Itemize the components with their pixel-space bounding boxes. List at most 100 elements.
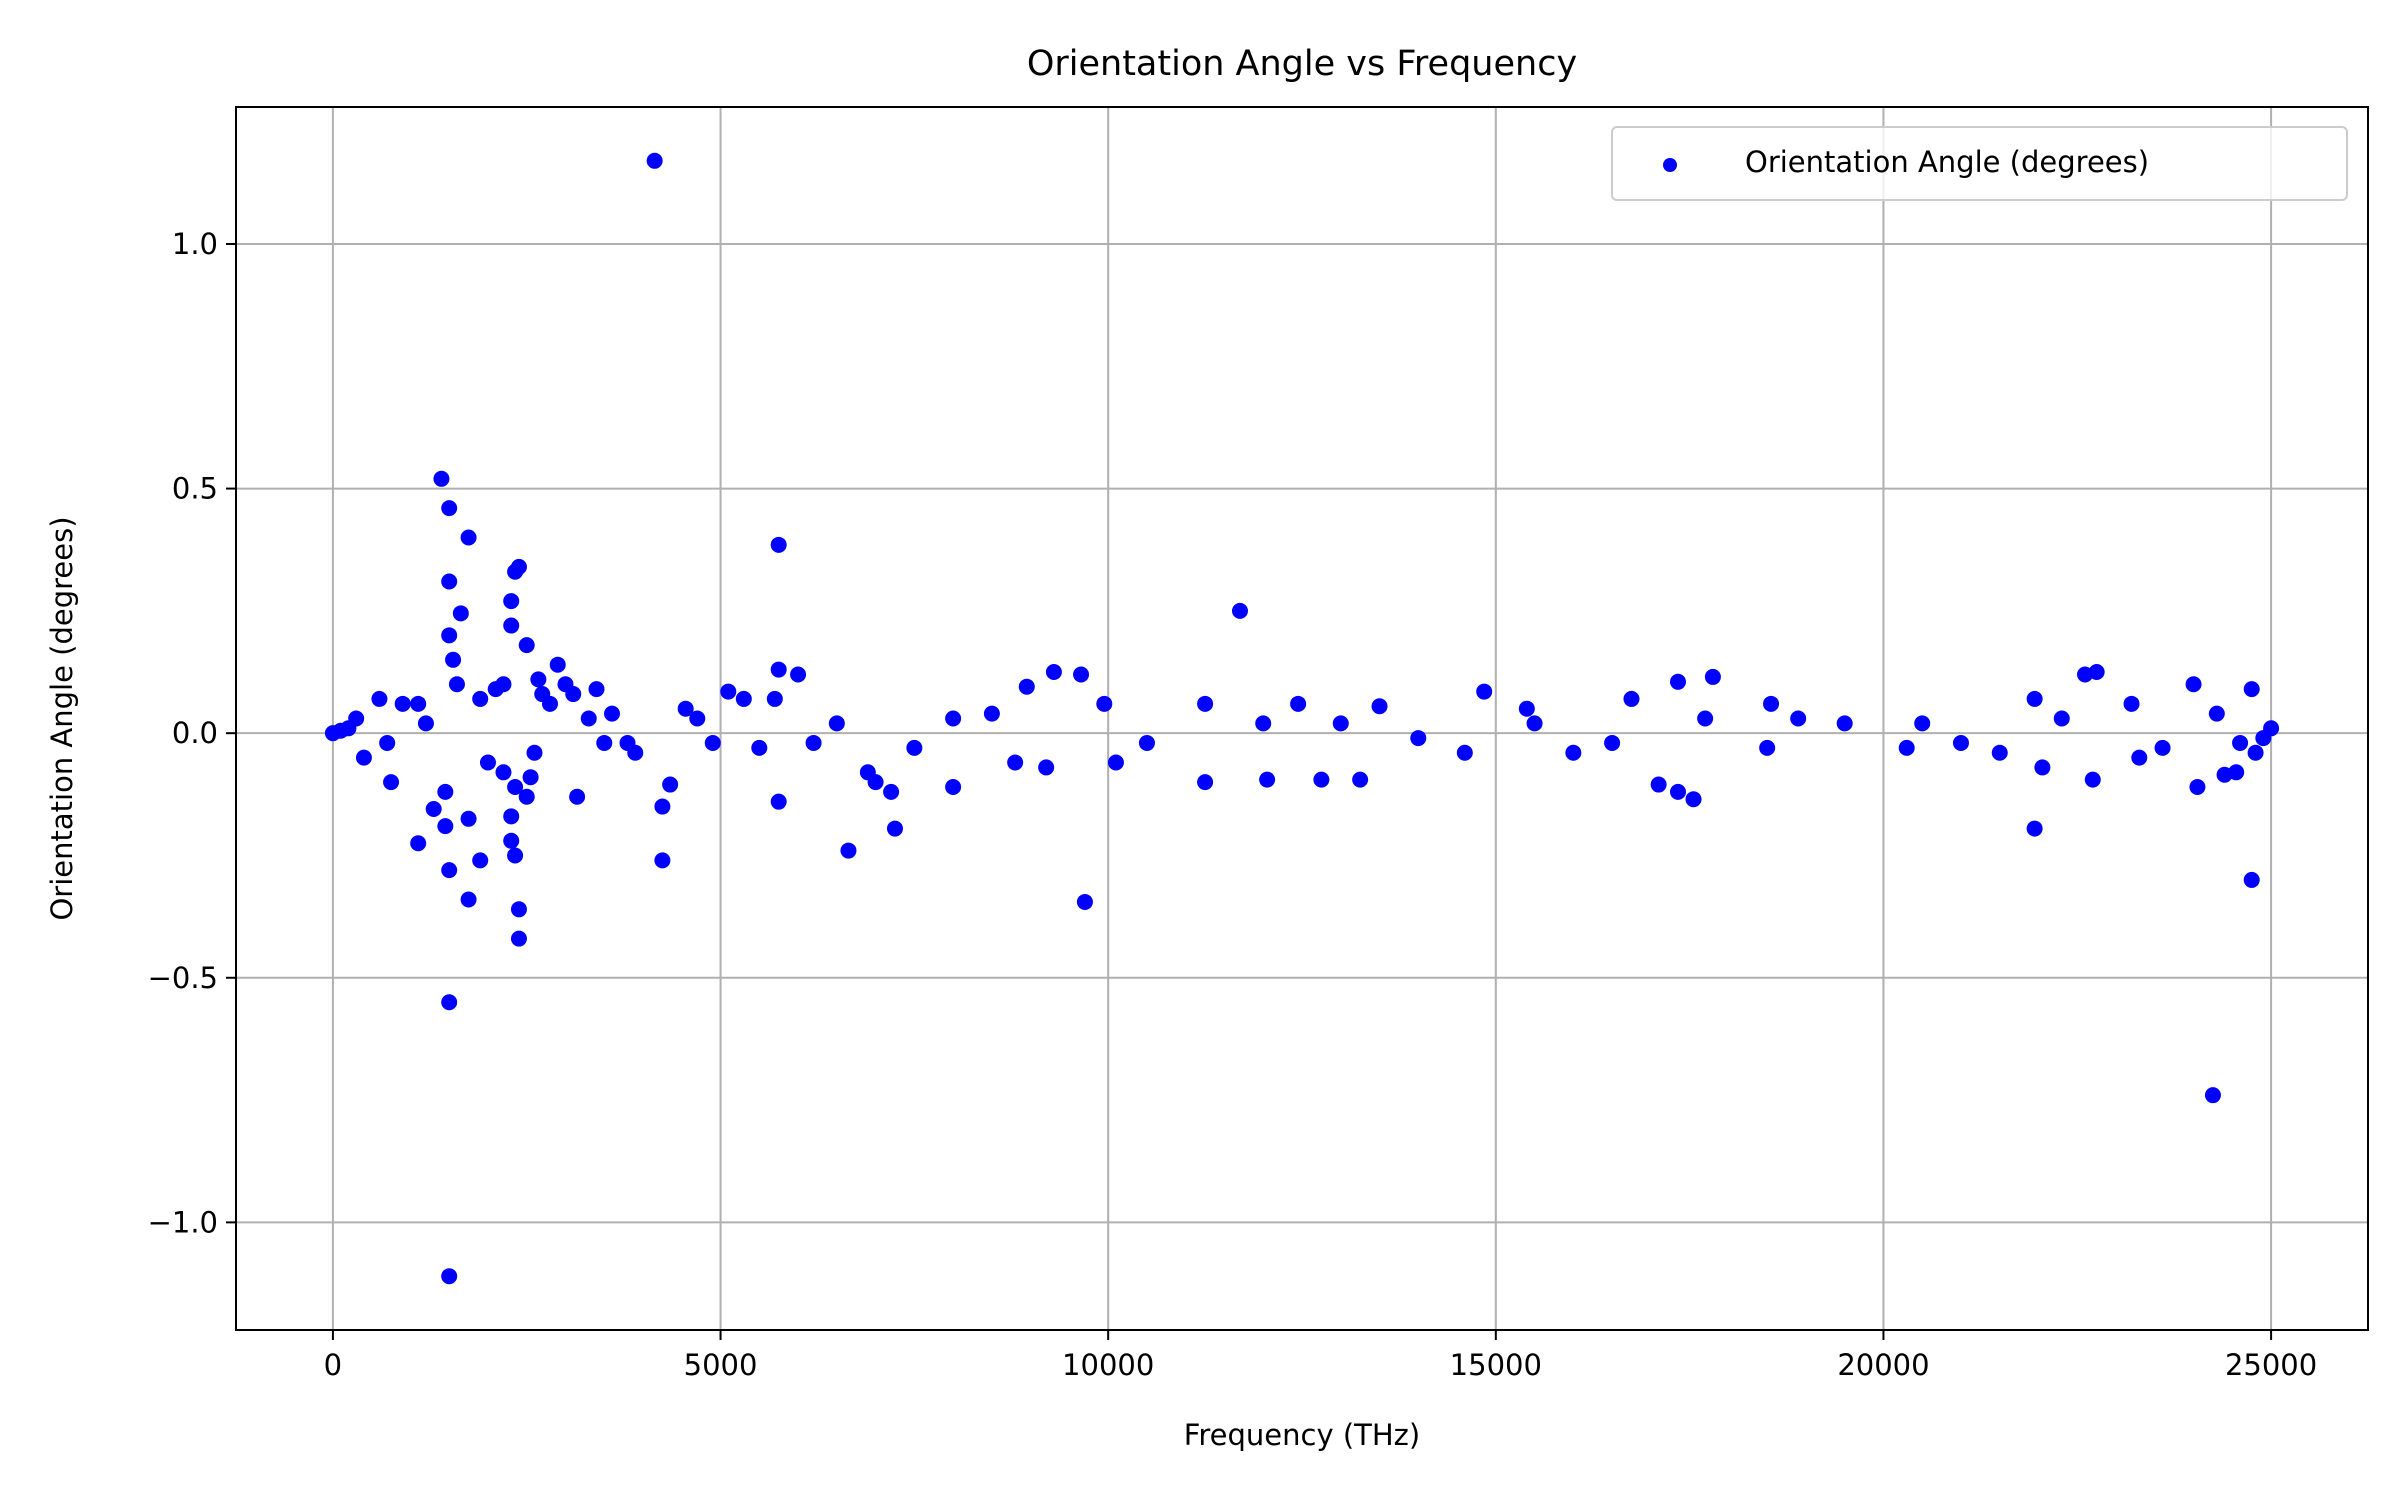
data-point — [441, 994, 458, 1011]
legend-label: Orientation Angle (degrees) — [1745, 145, 2149, 179]
y-axis-ticks: −1.0 −0.5 0.0 0.5 1.0 — [148, 227, 236, 1239]
data-point — [1045, 664, 1062, 681]
data-point — [472, 852, 489, 869]
data-point — [1670, 673, 1687, 690]
data-point — [1604, 734, 1621, 751]
data-point — [437, 783, 454, 800]
data-point — [510, 901, 527, 918]
plot-frame — [235, 106, 2369, 1331]
x-axis-ticks: 0 5000 10000 15000 20000 25000 — [324, 1330, 2317, 1382]
data-point — [1991, 744, 2008, 761]
data-point — [503, 593, 520, 610]
data-point — [441, 500, 458, 517]
data-point — [2026, 690, 2043, 707]
data-point — [1704, 668, 1721, 685]
data-point — [557, 676, 574, 693]
data-point — [2204, 1087, 2221, 1104]
data-point — [460, 891, 477, 908]
x-axis-label: Frequency (THz) — [1184, 1418, 1420, 1452]
y-tick-label: −0.5 — [148, 961, 218, 995]
gridlines — [236, 107, 2368, 1330]
data-point — [1650, 776, 1667, 793]
data-point — [479, 754, 496, 771]
data-point — [495, 764, 512, 781]
data-point — [580, 710, 597, 727]
data-point — [1836, 715, 1853, 732]
y-tick-label: 0.5 — [172, 472, 218, 506]
data-point — [1313, 771, 1330, 788]
data-point — [1352, 771, 1369, 788]
data-point — [1073, 666, 1090, 683]
data-point — [2154, 739, 2171, 756]
legend-box — [1611, 126, 2348, 201]
data-point — [1790, 710, 1807, 727]
x-tick-label: 25000 — [2225, 1348, 2317, 1382]
data-point — [379, 734, 396, 751]
data-point — [840, 842, 857, 859]
data-point — [441, 862, 458, 879]
data-point — [1290, 695, 1307, 712]
data-point — [1763, 695, 1780, 712]
data-point — [1565, 744, 1582, 761]
data-point — [487, 681, 504, 698]
data-point — [1476, 683, 1493, 700]
data-point — [805, 734, 822, 751]
data-point — [735, 690, 752, 707]
y-tick-label: 1.0 — [172, 227, 218, 261]
data-point — [503, 617, 520, 634]
data-point — [704, 734, 721, 751]
data-point — [2084, 771, 2101, 788]
data-point — [1038, 759, 1055, 776]
data-point — [518, 788, 535, 805]
data-point — [2208, 705, 2225, 722]
data-point — [526, 744, 543, 761]
data-point — [2026, 820, 2043, 837]
data-point — [448, 676, 465, 693]
data-point — [472, 690, 489, 707]
data-point — [1952, 734, 1969, 751]
data-point — [460, 529, 477, 546]
data-point — [619, 734, 636, 751]
data-point — [1914, 715, 1931, 732]
data-point — [410, 695, 427, 712]
data-point — [662, 776, 679, 793]
data-point — [751, 739, 768, 756]
data-point — [1456, 744, 1473, 761]
data-point — [2247, 744, 2264, 761]
y-tick-label: −1.0 — [148, 1205, 218, 1239]
x-tick-label: 5000 — [684, 1348, 758, 1382]
data-point — [588, 681, 605, 698]
data-point — [507, 847, 524, 864]
data-point — [2034, 759, 2051, 776]
data-point — [2053, 710, 2070, 727]
data-point — [507, 778, 524, 795]
data-point — [945, 778, 962, 795]
data-point — [410, 835, 427, 852]
y-axis-label: Orientation Angle (degrees) — [45, 516, 79, 920]
data-point — [324, 725, 341, 742]
data-point — [945, 710, 962, 727]
data-point — [1197, 695, 1214, 712]
data-point — [437, 818, 454, 835]
data-point — [1371, 698, 1388, 715]
data-point — [394, 695, 411, 712]
data-point — [530, 671, 547, 688]
data-point — [2243, 871, 2260, 888]
data-point — [2185, 676, 2202, 693]
data-point — [425, 801, 442, 818]
data-point — [549, 656, 566, 673]
data-point — [1623, 690, 1640, 707]
legend: Orientation Angle (degrees) — [1611, 126, 2348, 201]
x-tick-label: 20000 — [1837, 1348, 1929, 1382]
data-point — [1685, 791, 1702, 808]
data-point — [770, 793, 787, 810]
data-point — [445, 651, 462, 668]
data-point — [1332, 715, 1349, 732]
data-point — [441, 1268, 458, 1285]
data-point — [1007, 754, 1024, 771]
data-point — [654, 852, 671, 869]
data-point — [828, 715, 845, 732]
data-point — [460, 810, 477, 827]
data-point — [522, 769, 539, 786]
